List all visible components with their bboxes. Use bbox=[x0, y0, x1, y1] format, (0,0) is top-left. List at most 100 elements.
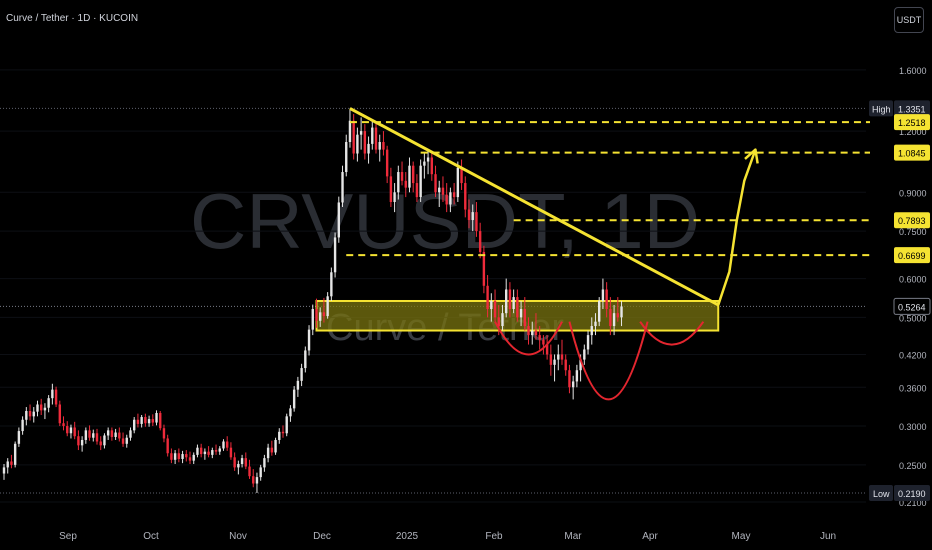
candle-body bbox=[103, 435, 106, 446]
candle bbox=[285, 413, 288, 437]
target-price-label: 1.2518 bbox=[894, 114, 930, 131]
candle-body bbox=[438, 187, 441, 193]
candle bbox=[478, 222, 482, 259]
candle-body bbox=[252, 476, 255, 484]
candle bbox=[51, 383, 54, 405]
candle bbox=[296, 376, 300, 397]
candle bbox=[516, 289, 519, 322]
target-price-label-text: 0.7893 bbox=[898, 216, 926, 226]
candle-body bbox=[240, 458, 244, 464]
candle-body bbox=[538, 335, 541, 340]
candle-body bbox=[378, 142, 381, 150]
candle-body bbox=[542, 339, 545, 345]
candle bbox=[177, 448, 181, 463]
candle bbox=[423, 153, 426, 179]
y-tick-label: 0.2500 bbox=[899, 461, 927, 471]
candle-body bbox=[36, 404, 39, 412]
candle-body bbox=[612, 313, 616, 327]
candle bbox=[374, 122, 378, 154]
candle-body bbox=[508, 289, 512, 310]
candle-body bbox=[456, 167, 460, 198]
candle-body bbox=[296, 380, 300, 390]
currency-button[interactable]: USDT bbox=[894, 7, 924, 33]
candle-body bbox=[73, 427, 76, 437]
candle bbox=[586, 330, 590, 355]
candle-body bbox=[512, 297, 515, 310]
candle bbox=[590, 317, 593, 345]
candle bbox=[508, 282, 512, 318]
candle bbox=[88, 425, 91, 441]
candle-body bbox=[84, 430, 88, 440]
symbol-info[interactable]: Curve / Tether · 1D · KUCOIN bbox=[6, 13, 139, 24]
candle-body bbox=[609, 309, 612, 327]
candle bbox=[252, 469, 255, 488]
candle bbox=[400, 161, 404, 186]
candle bbox=[133, 417, 136, 434]
candle-body bbox=[43, 407, 47, 411]
candle-body bbox=[579, 359, 582, 371]
candle-body bbox=[449, 192, 452, 205]
candle bbox=[337, 196, 340, 243]
candle bbox=[385, 145, 389, 184]
y-tick-label: 0.2100 bbox=[899, 498, 927, 508]
x-tick-label: 2025 bbox=[396, 531, 419, 542]
candle-body bbox=[226, 441, 229, 448]
target-price-label-text: 1.0845 bbox=[898, 149, 926, 159]
drawings bbox=[346, 107, 870, 401]
candle bbox=[430, 151, 433, 181]
candle-body bbox=[319, 312, 322, 321]
candle-body bbox=[40, 404, 43, 411]
candle-body bbox=[121, 438, 125, 444]
candle-body bbox=[2, 467, 6, 474]
candle bbox=[304, 346, 307, 373]
candle bbox=[106, 427, 110, 440]
candle-body bbox=[304, 350, 307, 369]
candle-body bbox=[292, 389, 296, 409]
candle-body bbox=[114, 432, 117, 437]
candle bbox=[28, 404, 32, 421]
candle bbox=[363, 124, 367, 160]
candle bbox=[222, 439, 225, 451]
candle bbox=[62, 416, 65, 431]
candle bbox=[84, 427, 88, 444]
candle-body bbox=[136, 419, 140, 424]
candle-body bbox=[129, 430, 132, 438]
x-tick-label: Apr bbox=[642, 531, 658, 542]
candle-body bbox=[557, 354, 560, 360]
candle-body bbox=[192, 454, 195, 461]
candle bbox=[564, 354, 567, 376]
candle-body bbox=[95, 433, 99, 442]
candle-body bbox=[248, 466, 251, 477]
candle-body bbox=[66, 426, 69, 434]
y-tick-label: 0.3600 bbox=[899, 383, 927, 393]
candles bbox=[2, 108, 623, 494]
candle-body bbox=[326, 296, 329, 317]
target-price-label-box bbox=[894, 247, 930, 264]
x-tick-label: Mar bbox=[564, 531, 582, 542]
candle bbox=[255, 472, 259, 494]
candle-body bbox=[345, 142, 348, 173]
candle-body bbox=[598, 300, 601, 322]
candle-body bbox=[211, 450, 214, 455]
pattern-arc-right-shoulder bbox=[639, 321, 705, 346]
candle-body bbox=[568, 370, 571, 388]
y-tick-label: 1.6000 bbox=[899, 66, 927, 76]
candle-body bbox=[527, 326, 530, 336]
candle bbox=[601, 278, 605, 310]
candle-body bbox=[467, 209, 471, 221]
candle-body bbox=[330, 272, 333, 297]
candle bbox=[445, 183, 448, 213]
candle-body bbox=[144, 417, 147, 424]
candle bbox=[207, 446, 210, 458]
candle bbox=[300, 363, 303, 387]
pattern-arc-left-shoulder bbox=[494, 321, 563, 356]
candle bbox=[378, 134, 381, 162]
candle bbox=[315, 298, 318, 328]
candle bbox=[616, 297, 619, 322]
candle-body bbox=[133, 419, 136, 431]
x-tick-label: Nov bbox=[229, 531, 247, 542]
candle bbox=[367, 136, 370, 164]
candle bbox=[501, 304, 504, 331]
target-price-label-box bbox=[894, 114, 930, 131]
